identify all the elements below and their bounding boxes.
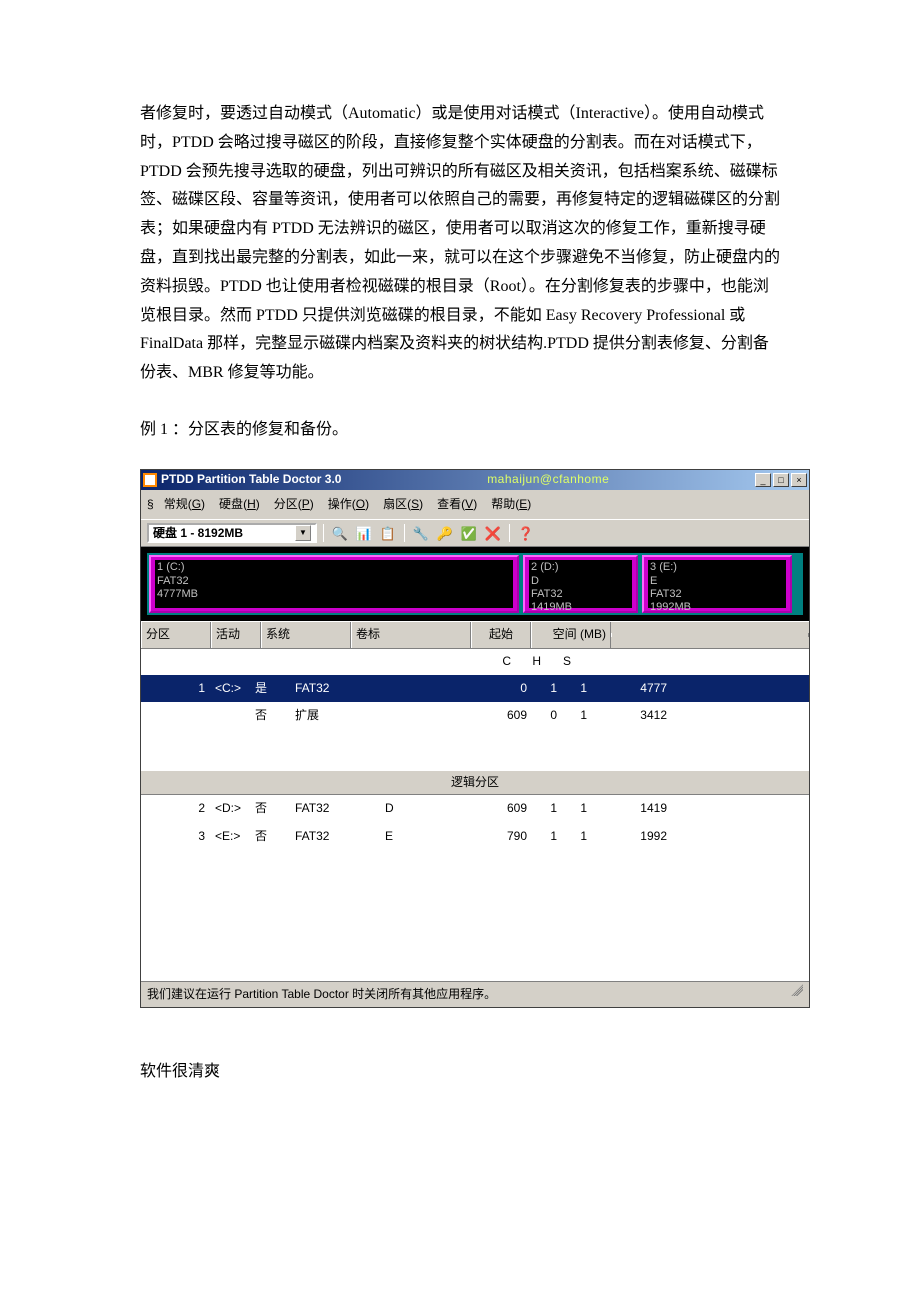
title-text: PTDD Partition Table Doctor 3.0: [161, 469, 341, 491]
col-size[interactable]: 空间 (MB): [531, 622, 611, 648]
footer-text: 软件很清爽: [140, 1058, 780, 1087]
statusbar-text: 我们建议在运行 Partition Table Doctor 时关闭所有其他应用…: [147, 984, 496, 1006]
disk-map: 1 (C:) FAT32 4777MB 2 (D:) D FAT32 1419M…: [147, 553, 803, 615]
resize-grip-icon[interactable]: [791, 984, 803, 996]
table-blank: [141, 851, 809, 981]
col-start[interactable]: 起始: [471, 622, 531, 648]
search-icon[interactable]: 🔍: [330, 523, 350, 543]
statusbar: 我们建议在运行 Partition Table Doctor 时关闭所有其他应用…: [141, 981, 809, 1008]
menu-disk[interactable]: 硬盘(H): [213, 492, 266, 518]
col-system[interactable]: 系统: [261, 622, 351, 648]
toolbar: 硬盘 1 - 8192MB ▼ 🔍 📊 📋 🔧 🔑 ✅ ❌ ❓: [141, 519, 809, 547]
titlebar: PTDD Partition Table Doctor 3.0 mahaijun…: [141, 470, 809, 490]
cancel-icon[interactable]: ❌: [483, 523, 503, 543]
title-center-text: mahaijun@cfanhome: [341, 469, 755, 491]
toolbar-separator: [323, 524, 324, 542]
table-row[interactable]: 否 扩展 609 0 1 3412: [141, 702, 809, 730]
menu-partition[interactable]: 分区(P): [268, 492, 320, 518]
menu-prefix: §: [145, 492, 156, 518]
toolbar-separator: [509, 524, 510, 542]
table-row[interactable]: 2 <D:> 否 FAT32 D 609 1 1 1419: [141, 795, 809, 823]
col-active[interactable]: 活动: [211, 622, 261, 648]
chs-subheader: C H S: [141, 649, 809, 675]
col-spacer: [611, 633, 809, 637]
disk-map-container: 1 (C:) FAT32 4777MB 2 (D:) D FAT32 1419M…: [141, 547, 809, 621]
menubar: § 常规(G) 硬盘(H) 分区(P) 操作(O) 扇区(S) 查看(V) 帮助…: [141, 490, 809, 520]
chart-icon[interactable]: 📊: [354, 523, 374, 543]
list-icon[interactable]: 📋: [378, 523, 398, 543]
toolbar-separator: [404, 524, 405, 542]
body-paragraph: 者修复时，要透过自动模式（Automatic）或是使用对话模式（Interact…: [140, 100, 780, 388]
chevron-down-icon[interactable]: ▼: [295, 525, 311, 541]
partition-table: 分区 活动 系统 卷标 起始 空间 (MB) C H S 1 <C:> 是 FA…: [141, 621, 809, 980]
minimize-button[interactable]: _: [755, 473, 771, 487]
logical-partition-header: 逻辑分区: [141, 770, 809, 796]
col-partition[interactable]: 分区: [141, 622, 211, 648]
example-heading: 例 1 ：分区表的修复和备份。: [140, 416, 780, 445]
partition-box-e[interactable]: 3 (E:) E FAT32 1992MB: [642, 555, 792, 613]
col-label[interactable]: 卷标: [351, 622, 471, 648]
table-row[interactable]: 3 <E:> 否 FAT32 E 790 1 1 1992: [141, 823, 809, 851]
menu-view[interactable]: 查看(V): [431, 492, 483, 518]
help-icon[interactable]: ❓: [516, 523, 536, 543]
close-button[interactable]: ×: [791, 473, 807, 487]
menu-sector[interactable]: 扇区(S): [377, 492, 429, 518]
ptdd-window: PTDD Partition Table Doctor 3.0 mahaijun…: [140, 469, 810, 1008]
tool-icon[interactable]: 🔧: [411, 523, 431, 543]
disk-selector-label: 硬盘 1 - 8192MB: [153, 523, 243, 545]
table-header-row: 分区 活动 系统 卷标 起始 空间 (MB): [141, 621, 809, 649]
partition-box-c[interactable]: 1 (C:) FAT32 4777MB: [149, 555, 519, 613]
partition-box-d[interactable]: 2 (D:) D FAT32 1419MB: [523, 555, 638, 613]
table-row[interactable]: 1 <C:> 是 FAT32 0 1 1 4777: [141, 675, 809, 703]
key-icon[interactable]: 🔑: [435, 523, 455, 543]
menu-general[interactable]: 常规(G): [158, 492, 211, 518]
app-icon: [143, 473, 157, 487]
maximize-button[interactable]: □: [773, 473, 789, 487]
check-icon[interactable]: ✅: [459, 523, 479, 543]
menu-operate[interactable]: 操作(O): [322, 492, 375, 518]
menu-help[interactable]: 帮助(E): [485, 492, 537, 518]
disk-selector[interactable]: 硬盘 1 - 8192MB ▼: [147, 523, 317, 543]
